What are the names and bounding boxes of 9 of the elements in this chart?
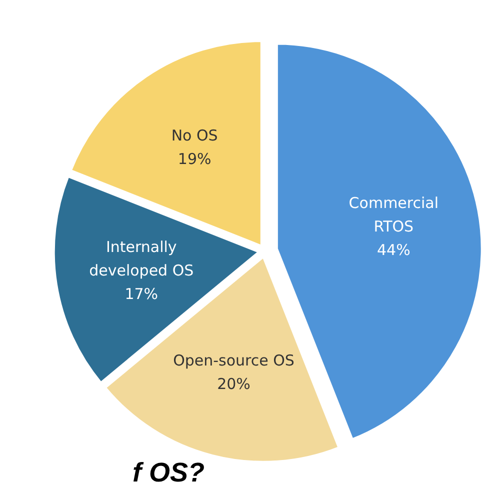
slice-label: Commercial RTOS [348,194,439,236]
data-label: 44% [377,240,410,259]
data-label: 20% [217,375,250,394]
data-label: 17% [124,284,158,303]
data-label: 19% [178,150,212,168]
slice-label: Open-source OS [173,352,294,370]
slice-label: Internally developed OS [89,238,194,280]
text: f OS? [132,458,204,488]
slice-label: No OS [171,126,218,145]
